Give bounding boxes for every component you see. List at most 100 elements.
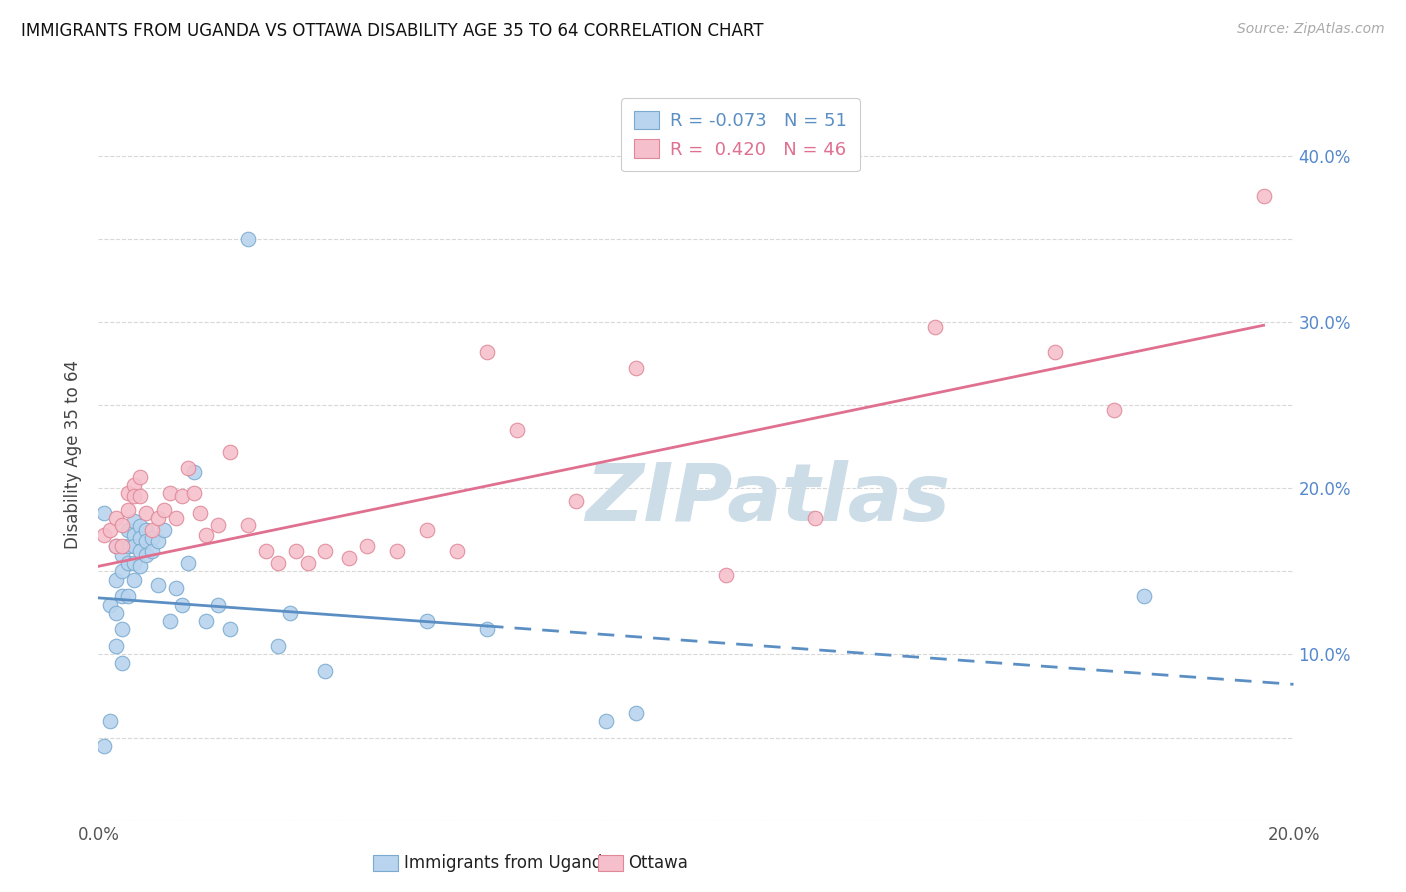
Point — [924, 319, 946, 334]
Point — [135, 523, 157, 537]
Point — [188, 506, 211, 520]
Point — [111, 548, 134, 562]
Point — [129, 490, 152, 504]
Point — [117, 486, 139, 500]
Point — [153, 523, 176, 537]
Point — [148, 577, 170, 591]
Point — [124, 556, 146, 570]
Point — [98, 523, 122, 537]
Point — [124, 515, 146, 529]
Text: ZIPatlas: ZIPatlas — [585, 459, 950, 538]
Point — [153, 502, 176, 516]
Point — [315, 544, 337, 558]
Point — [339, 551, 361, 566]
Point — [236, 232, 259, 246]
Point — [117, 589, 139, 603]
Point — [129, 544, 152, 558]
Point — [804, 511, 827, 525]
Point — [172, 598, 194, 612]
Point — [117, 502, 139, 516]
Point — [98, 714, 122, 728]
Point — [111, 539, 134, 553]
Point — [207, 517, 229, 532]
Y-axis label: Disability Age 35 to 64: Disability Age 35 to 64 — [65, 360, 83, 549]
Point — [195, 527, 218, 541]
Point — [1104, 403, 1126, 417]
Text: IMMIGRANTS FROM UGANDA VS OTTAWA DISABILITY AGE 35 TO 64 CORRELATION CHART: IMMIGRANTS FROM UGANDA VS OTTAWA DISABIL… — [21, 22, 763, 40]
Point — [416, 614, 439, 628]
Point — [159, 614, 181, 628]
Point — [626, 361, 648, 376]
Point — [1253, 188, 1275, 202]
Point — [141, 531, 163, 545]
Point — [148, 511, 170, 525]
Point — [177, 461, 200, 475]
Point — [1133, 589, 1156, 603]
Point — [278, 606, 301, 620]
Point — [416, 523, 439, 537]
Point — [93, 506, 115, 520]
Point — [177, 556, 200, 570]
Point — [565, 494, 588, 508]
Text: Source: ZipAtlas.com: Source: ZipAtlas.com — [1237, 22, 1385, 37]
Point — [124, 539, 146, 553]
Point — [105, 539, 128, 553]
Point — [93, 739, 115, 753]
Point — [148, 534, 170, 549]
Point — [105, 539, 128, 553]
Point — [626, 706, 648, 720]
Point — [385, 544, 409, 558]
Point — [297, 556, 319, 570]
Point — [135, 506, 157, 520]
Point — [219, 623, 242, 637]
Text: Ottawa: Ottawa — [628, 855, 689, 872]
Point — [267, 639, 290, 653]
Point — [595, 714, 617, 728]
Point — [129, 519, 152, 533]
Point — [117, 523, 139, 537]
Text: Immigrants from Uganda: Immigrants from Uganda — [404, 855, 612, 872]
Point — [159, 486, 181, 500]
Point — [111, 623, 134, 637]
Point — [111, 589, 134, 603]
Point — [183, 465, 205, 479]
Point — [284, 544, 307, 558]
Point — [236, 517, 259, 532]
Point — [105, 511, 128, 525]
Point — [124, 490, 146, 504]
Point — [356, 539, 378, 553]
Point — [129, 531, 152, 545]
Point — [315, 664, 337, 678]
Point — [135, 534, 157, 549]
Point — [165, 581, 187, 595]
Legend: R = -0.073   N = 51, R =  0.420   N = 46: R = -0.073 N = 51, R = 0.420 N = 46 — [621, 98, 859, 171]
Point — [475, 623, 498, 637]
Point — [714, 567, 737, 582]
Point — [254, 544, 277, 558]
Point — [111, 564, 134, 578]
Point — [129, 559, 152, 574]
Point — [219, 444, 242, 458]
Point — [475, 344, 498, 359]
Point — [98, 598, 122, 612]
Point — [141, 523, 163, 537]
Point — [165, 511, 187, 525]
Point — [195, 614, 218, 628]
Point — [141, 544, 163, 558]
Point — [506, 423, 529, 437]
Point — [135, 548, 157, 562]
Point — [105, 573, 128, 587]
Point — [124, 527, 146, 541]
Point — [446, 544, 468, 558]
Point — [172, 490, 194, 504]
Point — [183, 486, 205, 500]
Point — [105, 639, 128, 653]
Point — [105, 606, 128, 620]
Point — [124, 478, 146, 492]
Point — [207, 598, 229, 612]
Point — [267, 556, 290, 570]
Point — [93, 527, 115, 541]
Point — [117, 556, 139, 570]
Point — [129, 469, 152, 483]
Point — [117, 539, 139, 553]
